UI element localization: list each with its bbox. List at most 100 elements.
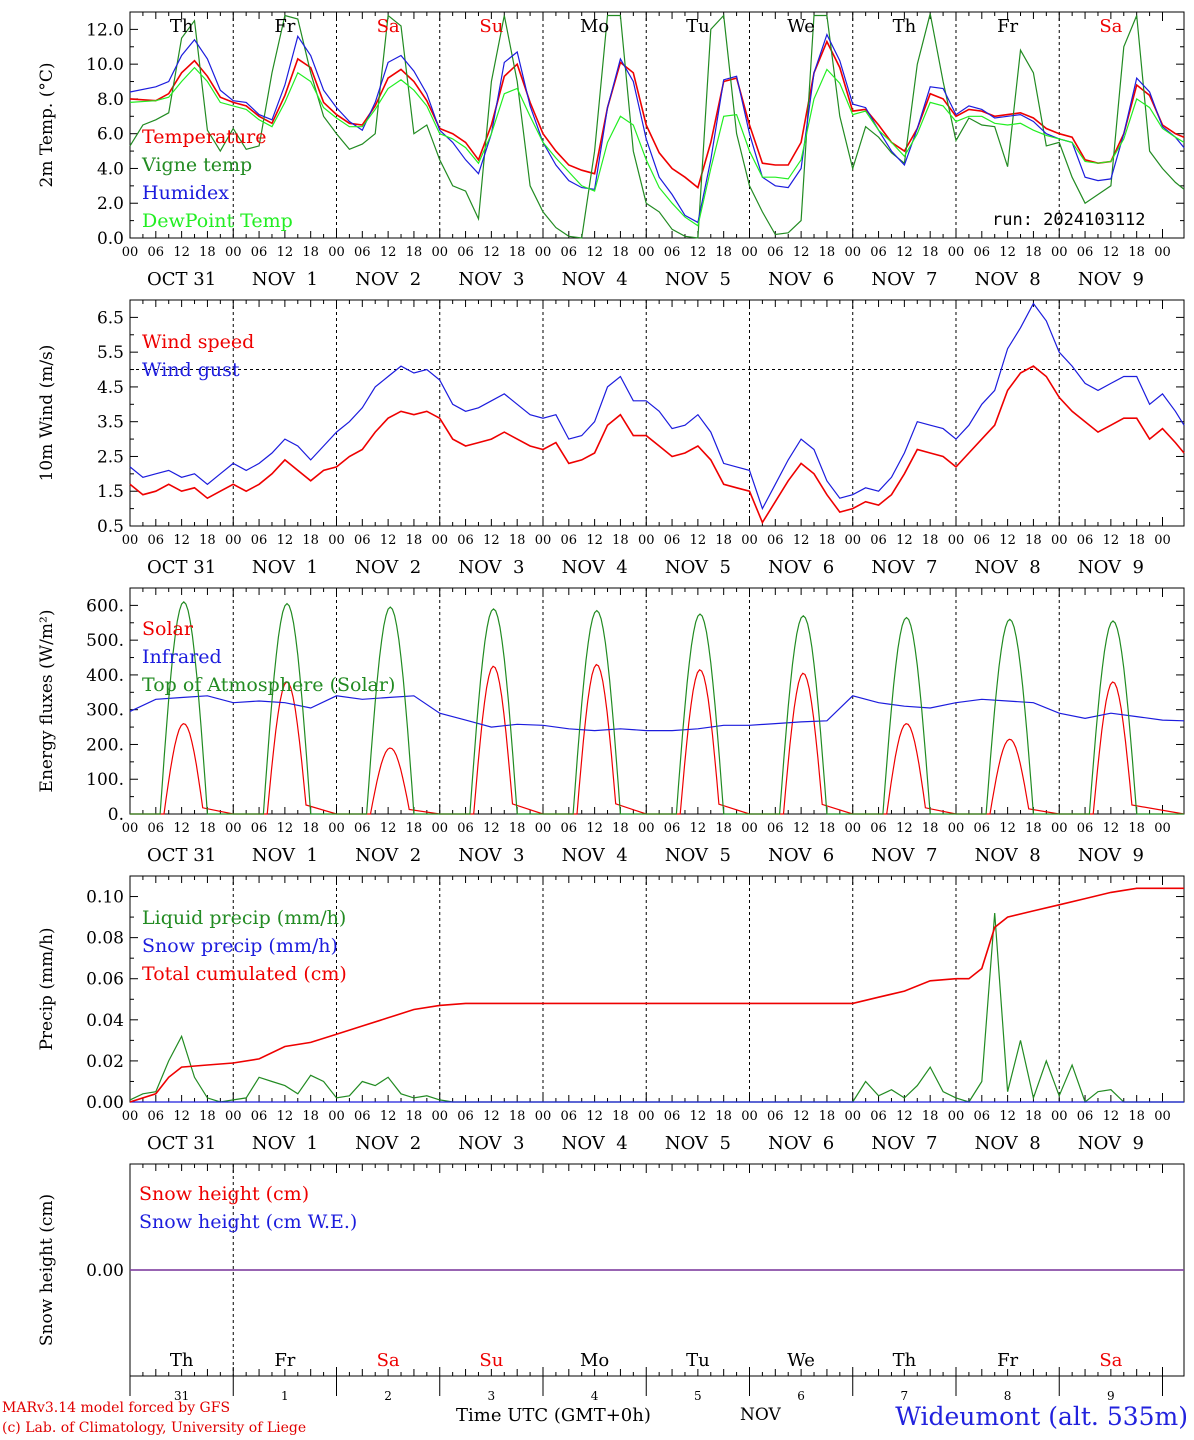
date-label: NOV 7 [871,269,937,290]
date-label: NOV 6 [768,1133,834,1154]
date-label: NOV 1 [252,1133,318,1154]
hour-tick-label: 00 [1051,245,1068,260]
hour-tick-label: 00 [741,1109,758,1124]
hour-tick-label: 12 [483,1109,500,1124]
y-tick-label: 6.5 [97,308,124,328]
y-tick-label: 10.0 [86,55,124,75]
hour-tick-label: 12 [277,245,294,260]
date-label: NOV 5 [665,845,731,866]
panel-frame-energy [129,587,1185,815]
hour-tick-label: 06 [457,821,474,836]
hour-tick-label: 12 [277,533,294,548]
hour-tick-label: 00 [638,821,655,836]
hour-tick-label: 00 [844,533,861,548]
hour-tick-label: 00 [328,821,345,836]
hour-tick-label: 18 [406,1109,423,1124]
date-label: NOV 9 [1078,557,1144,578]
hour-tick-label: 06 [767,1109,784,1124]
hour-tick-label: 00 [1154,533,1171,548]
hour-tick-label: 18 [612,533,629,548]
date-label: NOV 7 [871,1133,937,1154]
date-label: NOV 8 [975,845,1041,866]
hour-tick-label: 00 [431,821,448,836]
legend-item: Liquid precip (mm/h) [142,907,346,929]
legend-item: Top of Atmosphere (Solar) [142,674,395,696]
date-label: NOV 3 [458,269,524,290]
hour-tick-label: 18 [509,1109,526,1124]
hour-tick-label: 06 [561,1109,578,1124]
hour-tick-label: 00 [741,533,758,548]
hour-tick-label: 18 [1025,821,1042,836]
hour-tick-label: 12 [380,533,397,548]
hour-tick-label: 06 [767,533,784,548]
hour-tick-label: 18 [406,533,423,548]
date-label: NOV 9 [1078,845,1144,866]
y-tick-label: 200. [86,735,124,755]
hour-tick-label: 00 [844,1109,861,1124]
date-label: NOV 4 [562,1133,628,1154]
hour-tick-label: 06 [561,245,578,260]
hour-tick-label: 00 [741,245,758,260]
series-line-wind-speed [129,365,1185,525]
y-tick-label: 400. [86,666,124,686]
date-label: NOV 7 [871,557,937,578]
hour-tick-label: 18 [1128,533,1145,548]
weekday-label-bottom: Mo [580,1350,609,1371]
hour-tick-label: 00 [431,245,448,260]
legend-item: Infrared [142,646,222,668]
y-tick-label: 0.00 [86,1093,124,1113]
hour-tick-label: 00 [328,1109,345,1124]
hour-tick-label: 06 [251,821,268,836]
weekday-label-top: Fr [997,16,1018,37]
hour-tick-label: 12 [1103,533,1120,548]
y-tick-label: 100. [86,770,124,790]
weekday-label-bottom: We [787,1350,815,1371]
hour-tick-label: 00 [225,245,242,260]
station-name: Wideumont (alt. 535m) [895,1402,1188,1431]
day-number-label: 31 [174,1389,189,1403]
hour-tick-label: 06 [148,1109,165,1124]
series-line-vigne-temp [129,13,1185,239]
hour-tick-label: 18 [819,245,836,260]
hour-tick-label: 12 [1103,245,1120,260]
hour-tick-label: 00 [844,245,861,260]
hour-tick-label: 06 [664,821,681,836]
hour-tick-label: 06 [767,245,784,260]
hour-tick-label: 06 [148,245,165,260]
hour-tick-label: 00 [225,821,242,836]
hour-tick-label: 18 [612,245,629,260]
y-tick-label: 0.08 [86,929,124,949]
date-label: NOV 9 [1078,1133,1144,1154]
hour-tick-label: 12 [793,821,810,836]
date-label: NOV 4 [562,557,628,578]
hour-tick-label: 06 [664,245,681,260]
y-tick-label: 0.06 [86,970,124,990]
hour-tick-label: 18 [302,1109,319,1124]
day-number-label: 3 [488,1389,496,1403]
hour-tick-label: 18 [199,821,216,836]
hour-tick-label: 00 [948,821,965,836]
date-label: NOV 1 [252,557,318,578]
hour-tick-label: 00 [535,245,552,260]
y-tick-label: 0.10 [86,888,124,908]
hour-tick-label: 12 [793,245,810,260]
hour-tick-label: 12 [690,245,707,260]
hour-tick-label: 06 [1077,245,1094,260]
hour-tick-label: 00 [122,533,139,548]
hour-tick-label: 00 [1051,821,1068,836]
hour-tick-label: 06 [974,533,991,548]
series-line-wind-gust [129,302,1185,511]
date-label: NOV 8 [975,1133,1041,1154]
hour-tick-label: 18 [715,821,732,836]
y-tick-label: 8.0 [97,90,124,110]
weekday-label-bottom: Th [893,1350,917,1371]
hour-tick-label: 06 [457,533,474,548]
weekday-label-bottom: Sa [1099,1350,1122,1371]
hour-tick-label: 00 [1154,1109,1171,1124]
weekday-label-bottom: Su [479,1350,503,1371]
date-label: NOV 4 [562,845,628,866]
y-tick-label: 4.0 [97,159,124,179]
hour-tick-label: 18 [612,1109,629,1124]
hour-tick-label: 18 [406,245,423,260]
